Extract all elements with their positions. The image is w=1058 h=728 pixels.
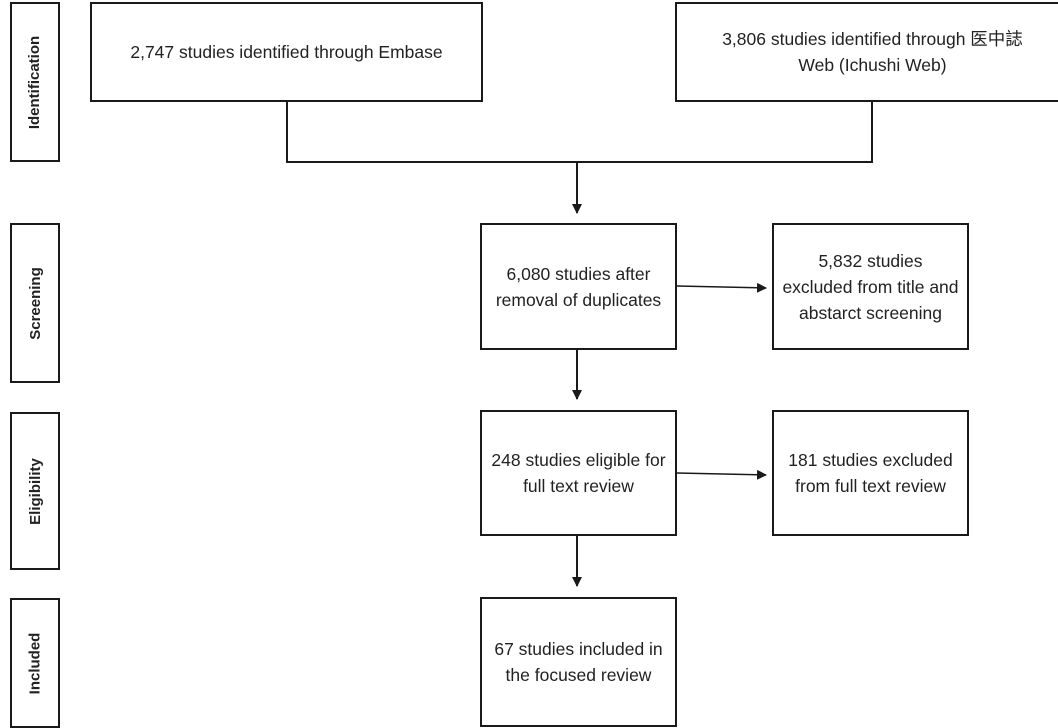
arrow-to-excluded-eligibility [676, 469, 767, 480]
stage-identification: Identification [10, 2, 60, 162]
excluded-title-abstract-text: 5,832 studies excluded from title and ab… [782, 250, 959, 323]
ichushi-box: 3,806 studies identified through 医中誌Web … [675, 2, 1058, 102]
stage-included: Included [10, 598, 60, 728]
stage-eligibility: Eligibility [10, 412, 60, 570]
arrow-to-excluded-screening [676, 282, 767, 293]
embase-box: 2,747 studies identified through Embase [90, 2, 483, 102]
ichushi-text: 3,806 studies identified through 医中誌Web … [722, 29, 1023, 75]
included-focused-box: 67 studies included in the focused revie… [480, 597, 677, 727]
excluded-title-abstract-box: 5,832 studies excluded from title and ab… [772, 223, 969, 350]
included-focused-text: 67 studies included in the focused revie… [494, 639, 663, 685]
eligible-full-text-box: 248 studies eligible for full text revie… [480, 410, 677, 536]
excluded-full-text-text: 181 studies excluded from full text revi… [788, 450, 953, 496]
after-duplicates-text: 6,080 studies after removal of duplicate… [495, 263, 662, 310]
stage-screening: Screening [10, 223, 60, 383]
eligible-full-text-text: 248 studies eligible for full text revie… [491, 450, 666, 496]
after-duplicates-box: 6,080 studies after removal of duplicate… [480, 223, 677, 350]
excluded-full-text-box: 181 studies excluded from full text revi… [772, 410, 969, 536]
embase-text: 2,747 studies identified through Embase [130, 42, 443, 62]
